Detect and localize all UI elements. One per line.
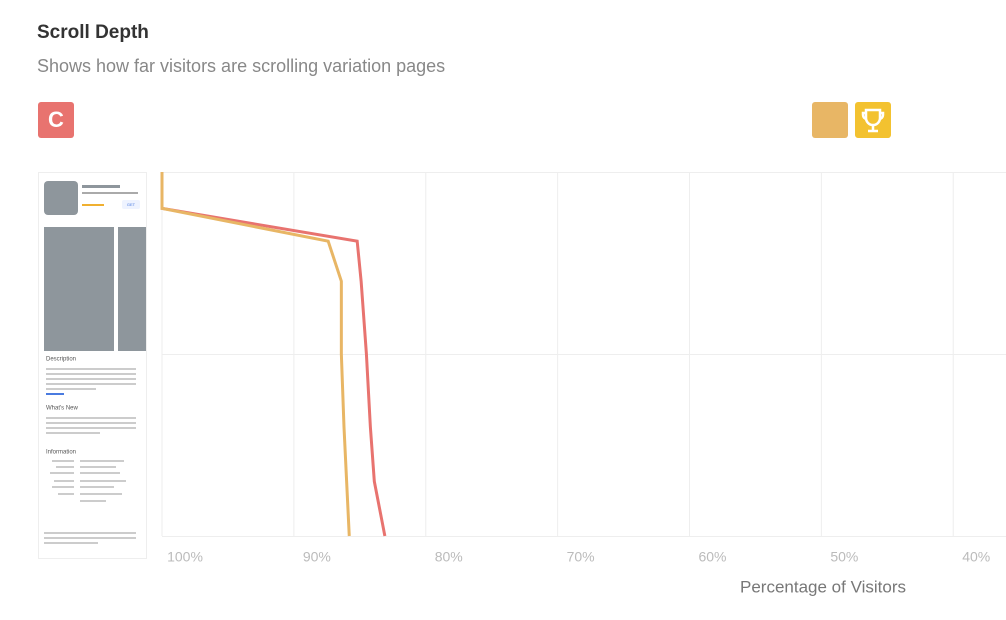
x-tick-label: 50% [830,549,858,565]
variation-badge[interactable] [38,102,74,138]
section-label: Description [46,357,76,363]
x-tick-label: 90% [303,549,331,565]
trophy-icon [861,108,885,133]
x-axis-label: Percentage of Visitors [740,577,906,596]
variation-swatch[interactable] [812,102,848,138]
winner-badge[interactable] [855,102,891,138]
variation-label: C [48,107,64,132]
x-tick-label: 70% [567,549,595,565]
x-tick-label: 40% [962,549,990,565]
x-tick-label: 80% [435,549,463,565]
x-tick-label: 60% [698,549,726,565]
get-button: GET [127,202,136,207]
scroll-line [160,172,351,537]
title: Scroll Depth [37,22,149,43]
subtitle: Shows how far visitors are scrolling var… [37,56,445,76]
section-label: Information [46,450,76,456]
plot-frame [162,172,1006,537]
section-label: What's New [46,406,78,412]
x-tick-label: 100% [167,549,203,565]
page-thumbnail: GET Description What's New Information [38,172,147,559]
